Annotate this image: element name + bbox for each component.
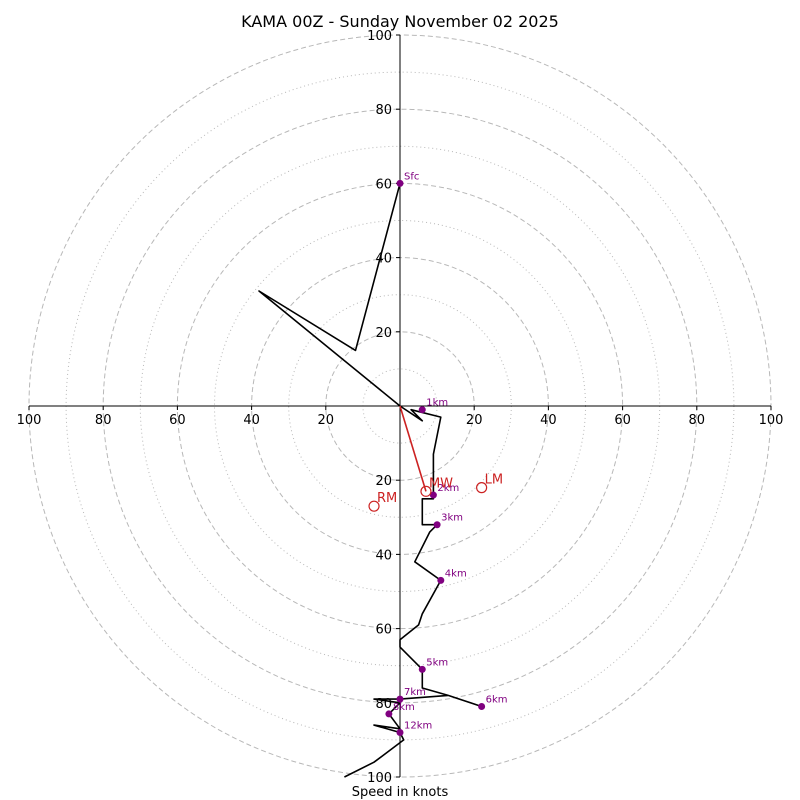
x-tick-label: 60	[169, 413, 186, 428]
y-tick-label: 40	[375, 548, 392, 563]
y-tick-label: 80	[375, 103, 392, 118]
storm-motion-label: LM	[485, 473, 503, 488]
storm-motion-label: MW	[429, 476, 453, 491]
x-tick-label: 20	[466, 413, 483, 428]
height-marker-point	[429, 491, 437, 499]
storm-motion-point	[420, 485, 432, 497]
height-marker-label: 2km	[437, 483, 459, 494]
height-marker-label: 6km	[486, 695, 508, 706]
x-tick-label: 40	[540, 413, 557, 428]
height-marker-label: 4km	[445, 568, 467, 579]
x-tick-label: 80	[689, 413, 706, 428]
storm-motion-point	[368, 500, 380, 512]
x-axis-label: Speed in knots	[352, 785, 449, 800]
height-marker-point	[418, 665, 426, 673]
shear-vector-line	[399, 405, 427, 492]
x-tick-label: 20	[318, 413, 335, 428]
y-tick-label: 100	[367, 29, 392, 44]
height-marker-label: 7km	[404, 687, 426, 698]
height-marker-point	[396, 728, 404, 736]
height-marker-point	[385, 710, 393, 718]
y-tick-label: 20	[375, 326, 392, 341]
x-tick-label: 60	[614, 413, 631, 428]
height-marker-label: 8km	[393, 702, 415, 713]
y-tick-label: 60	[375, 177, 392, 192]
height-marker-point	[433, 521, 441, 529]
y-tick-label: 60	[375, 623, 392, 638]
x-tick-label: 100	[759, 413, 784, 428]
height-marker-label: 5km	[426, 657, 448, 668]
y-tick-label: 20	[375, 474, 392, 489]
height-marker-point	[437, 576, 445, 584]
height-marker-point	[478, 703, 486, 711]
storm-motion-point	[476, 482, 488, 494]
storm-motion-label: RM	[377, 491, 397, 506]
x-tick-label: 80	[95, 413, 112, 428]
x-tick-label: 100	[17, 413, 42, 428]
x-tick-label: 40	[243, 413, 260, 428]
height-marker-label: Sfc	[404, 171, 419, 182]
height-marker-label: 12km	[404, 720, 432, 731]
height-marker-label: 1km	[426, 398, 448, 409]
height-marker-point	[418, 406, 426, 414]
height-marker-point	[396, 179, 404, 187]
height-marker-point	[396, 695, 404, 703]
y-tick-label: 100	[367, 771, 392, 786]
chart-title: KAMA 00Z - Sunday November 02 2025	[241, 12, 559, 31]
height-marker-label: 3km	[441, 513, 463, 524]
